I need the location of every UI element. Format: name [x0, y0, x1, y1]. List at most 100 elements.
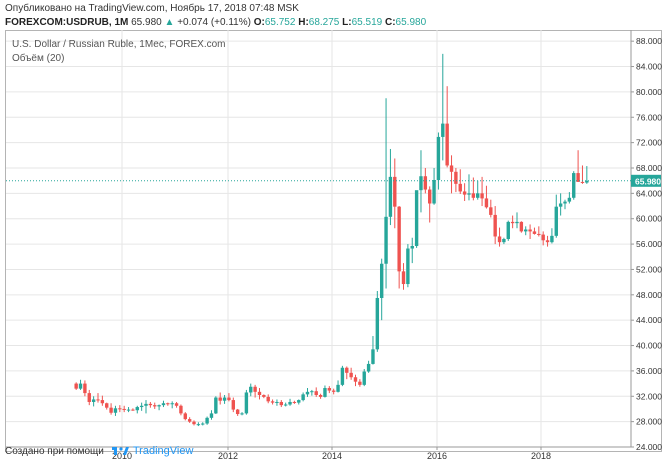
candle-body	[519, 221, 524, 232]
tradingview-link[interactable]: TradingView	[132, 445, 194, 457]
candle	[480, 176, 484, 207]
candle	[388, 148, 393, 226]
candle	[275, 399, 279, 406]
candle-body	[524, 229, 528, 232]
candle	[253, 384, 257, 398]
candle-body	[537, 233, 541, 235]
high-value: 68.275	[308, 17, 340, 28]
candle	[384, 98, 388, 289]
candle-body	[445, 123, 449, 166]
y-tick-label: 72.000	[636, 138, 662, 148]
candle	[144, 400, 148, 414]
candle-body	[109, 407, 113, 413]
candle	[349, 367, 353, 380]
candle	[558, 193, 563, 216]
candle	[572, 171, 576, 200]
candle	[139, 402, 144, 411]
candle	[297, 399, 301, 405]
y-tick-label: 84.000	[636, 62, 662, 72]
y-tick-label: 44.000	[636, 315, 662, 325]
candle	[414, 190, 419, 248]
candle-body	[310, 391, 314, 393]
candle-body	[484, 198, 489, 208]
candle-body	[497, 236, 502, 243]
candle	[458, 169, 462, 194]
candle-body	[113, 408, 118, 413]
candle	[379, 258, 384, 321]
candle-body	[353, 377, 358, 382]
candle-body	[375, 297, 380, 350]
candle	[187, 417, 192, 423]
candle-body	[379, 263, 384, 298]
candle	[87, 389, 91, 406]
tradingview-logo-icon[interactable]	[111, 446, 130, 456]
candle	[218, 392, 222, 405]
candle-body	[406, 248, 410, 285]
candle-body	[554, 206, 558, 236]
price-badge: 65.980	[631, 174, 661, 187]
candle	[201, 422, 205, 426]
candle-body	[458, 183, 462, 192]
candle-body	[528, 229, 532, 232]
quote-line: FOREXCOM:USDRUB, 1M 65.980 ▲ +0.074 (+0.…	[5, 17, 426, 28]
candle	[314, 387, 318, 397]
x-tick-label: 2016	[427, 451, 447, 461]
candle-body	[515, 221, 519, 224]
candle	[471, 177, 476, 201]
candle-body	[288, 401, 292, 405]
price-badge-text: 65.980	[635, 176, 661, 186]
candle	[318, 393, 323, 399]
y-tick-label: 88.000	[636, 36, 662, 46]
candle	[244, 389, 249, 415]
candle-body	[419, 176, 423, 191]
candle-body	[174, 403, 179, 406]
candle	[91, 396, 96, 407]
candle	[327, 386, 332, 394]
candle	[375, 291, 380, 352]
candle	[118, 405, 122, 413]
candle	[126, 407, 131, 413]
candle-body	[244, 392, 249, 414]
volume-indicator-label: Объём (20)	[12, 53, 65, 64]
candle	[196, 422, 201, 427]
candle-body	[153, 405, 157, 407]
candle	[288, 398, 292, 406]
y-tick-label: 36.000	[636, 366, 662, 376]
candle-body	[227, 397, 231, 401]
candle	[83, 380, 87, 397]
candle	[497, 227, 502, 247]
candle	[214, 396, 218, 415]
x-tick-label: 2014	[322, 451, 342, 461]
published-line: Опубликовано на TradingView.com, Ноябрь …	[5, 3, 299, 14]
candle	[393, 158, 397, 229]
candle-body	[585, 180, 589, 183]
candle	[266, 394, 270, 404]
candle	[563, 199, 567, 210]
candle	[353, 374, 358, 387]
candle	[454, 167, 458, 193]
candle-body	[428, 189, 432, 204]
candle	[235, 408, 240, 416]
candle	[74, 382, 78, 390]
candle	[506, 220, 510, 241]
candle	[301, 392, 305, 402]
candle-body	[222, 397, 227, 401]
up-arrow-icon: ▲	[164, 17, 175, 28]
candle-body	[301, 394, 305, 401]
candle	[567, 192, 572, 204]
candle	[161, 400, 166, 408]
chart-frame	[5, 30, 662, 452]
candle-body	[305, 391, 310, 395]
candle-body	[327, 388, 332, 391]
candles	[74, 53, 589, 427]
candle	[157, 404, 161, 411]
candle	[366, 360, 371, 373]
candle-body	[170, 403, 174, 405]
candle	[135, 405, 139, 414]
candle-body	[366, 363, 371, 372]
candle	[122, 405, 126, 413]
candle	[240, 412, 244, 416]
candle-body	[563, 201, 567, 204]
candle-body	[314, 391, 318, 396]
